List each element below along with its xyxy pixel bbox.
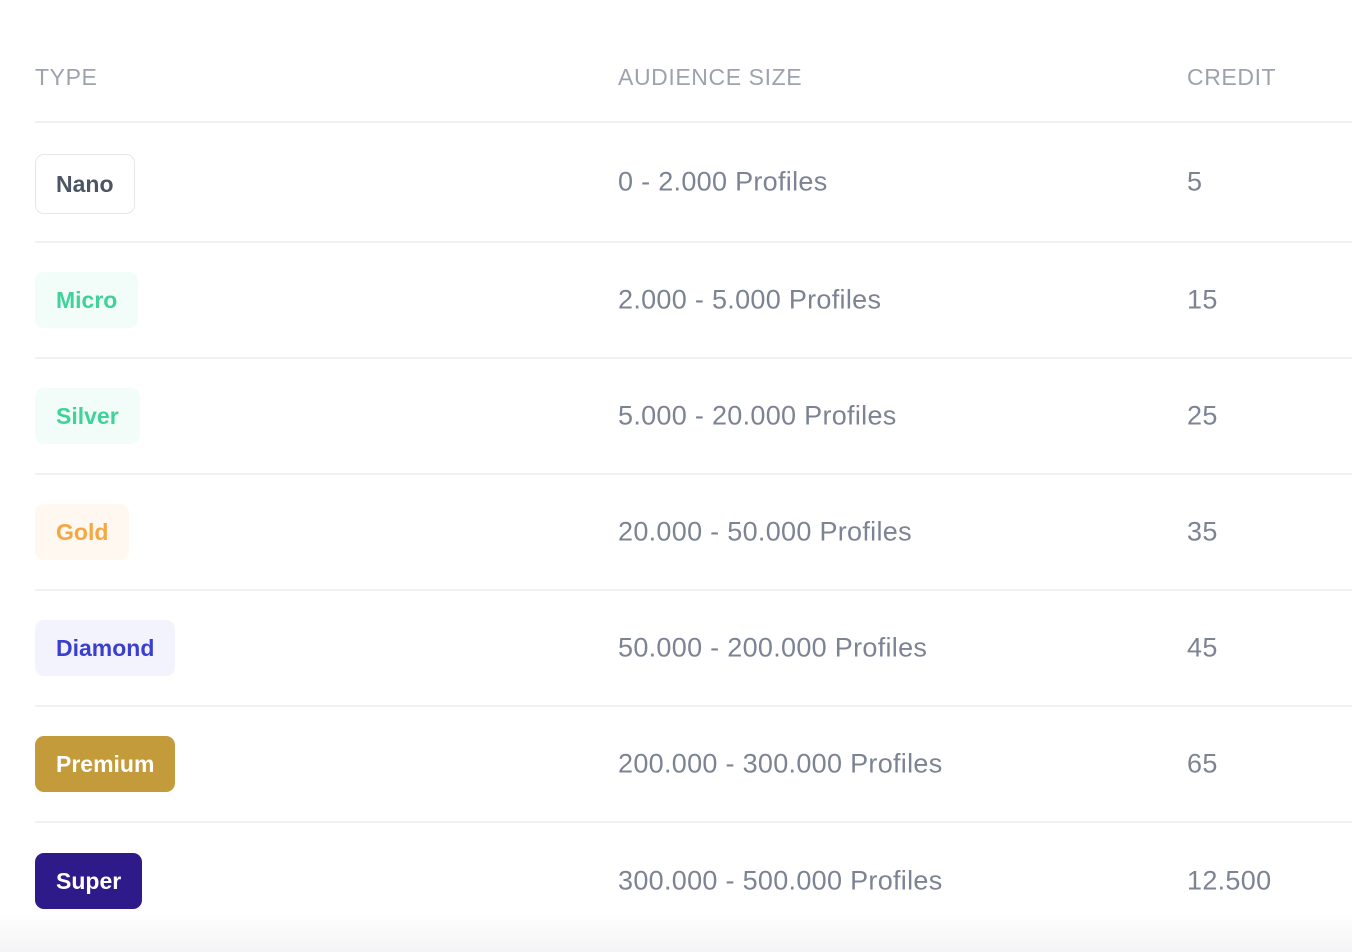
- audience-size-cell: 5.000 - 20.000 Profiles: [618, 400, 897, 431]
- column-header-type[interactable]: TYPE: [35, 64, 98, 90]
- audience-size-cell: 2.000 - 5.000 Profiles: [618, 284, 882, 315]
- pricing-table: TYPE AUDIENCE SIZE CREDIT Nano 0 - 2.000…: [35, 0, 1352, 939]
- table-row: Gold 20.000 - 50.000 Profiles 35: [35, 475, 1352, 591]
- table-row: Super 300.000 - 500.000 Profiles 12.500: [35, 823, 1352, 939]
- credit-cell: 25: [1187, 400, 1218, 431]
- credit-cell: 12.500: [1187, 865, 1272, 896]
- type-badge-diamond: Diamond: [35, 620, 176, 676]
- audience-size-cell: 50.000 - 200.000 Profiles: [618, 632, 928, 663]
- table-row: Diamond 50.000 - 200.000 Profiles 45: [35, 591, 1352, 707]
- table-row: Premium 200.000 - 300.000 Profiles 65: [35, 707, 1352, 823]
- type-badge-micro: Micro: [35, 272, 139, 328]
- credit-cell: 15: [1187, 284, 1218, 315]
- credit-cell: 65: [1187, 748, 1218, 779]
- column-header-credit[interactable]: CREDIT: [1187, 64, 1277, 90]
- table-row: Nano 0 - 2.000 Profiles 5: [35, 123, 1352, 243]
- credit-cell: 35: [1187, 516, 1218, 547]
- audience-size-cell: 300.000 - 500.000 Profiles: [618, 865, 943, 896]
- type-badge-premium: Premium: [35, 736, 176, 792]
- table-row: Silver 5.000 - 20.000 Profiles 25: [35, 359, 1352, 475]
- type-badge-gold: Gold: [35, 504, 130, 560]
- audience-size-cell: 200.000 - 300.000 Profiles: [618, 748, 943, 779]
- audience-size-cell: 0 - 2.000 Profiles: [618, 166, 828, 197]
- column-header-audience-size[interactable]: AUDIENCE SIZE: [618, 64, 803, 90]
- type-badge-silver: Silver: [35, 388, 140, 444]
- audience-size-cell: 20.000 - 50.000 Profiles: [618, 516, 912, 547]
- type-badge-super: Super: [35, 853, 143, 909]
- table-row: Micro 2.000 - 5.000 Profiles 15: [35, 243, 1352, 359]
- credit-cell: 5: [1187, 166, 1203, 197]
- credit-cell: 45: [1187, 632, 1218, 663]
- table-header: TYPE AUDIENCE SIZE CREDIT: [35, 0, 1352, 123]
- type-badge-nano: Nano: [35, 154, 135, 214]
